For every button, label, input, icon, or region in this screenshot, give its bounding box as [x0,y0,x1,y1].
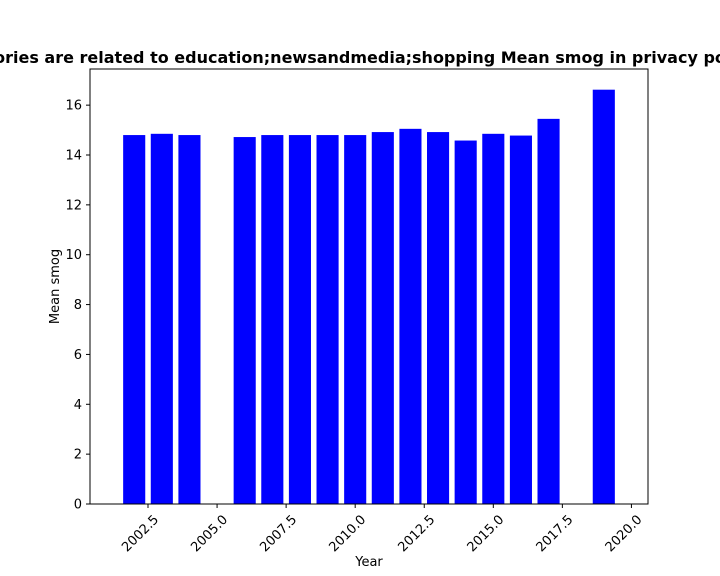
bar-2017 [537,118,560,505]
x-tick-label: 2007.5 [257,512,300,555]
bar-2011 [371,132,394,504]
x-tick-label: 2015.0 [465,512,508,555]
y-tick-label: 6 [74,348,82,363]
y-tick-label: 16 [65,99,82,114]
x-tick-label: 2002.5 [119,512,162,555]
bar-2009 [316,135,339,504]
y-tick-label: 14 [65,149,82,164]
bar-2012 [399,128,422,504]
bar-2016 [509,135,532,504]
x-axis-label: Year [354,555,383,570]
y-tick-label: 0 [74,498,82,513]
bar-2002 [123,135,146,504]
x-tick-label: 2005.0 [188,512,231,555]
y-tick-label: 12 [65,198,82,213]
bar-2015 [482,133,505,504]
y-axis-label: Mean smog [48,249,63,324]
bar-2006 [233,137,256,505]
plot-frame [89,68,649,505]
bar-2008 [288,135,311,504]
bars-layer [123,89,615,505]
x-tick-label: 2010.0 [326,512,369,555]
bar-2010 [344,135,367,504]
x-tick-label: 2012.5 [396,512,439,555]
bar-2014 [454,140,477,505]
bar-2004 [178,135,201,504]
chart-title: ories are related to education;newsandme… [0,48,720,67]
x-tick-label: 2017.5 [534,512,577,555]
bar-2007 [261,135,284,504]
x-tick-label: 2020.0 [603,512,646,555]
bar-2019 [592,89,615,504]
y-tick-label: 8 [74,298,82,313]
y-tick-label: 10 [65,248,82,263]
y-tick-label: 4 [74,398,82,413]
y-tick-label: 2 [74,448,82,463]
bar-2003 [150,133,173,504]
bar-2013 [427,132,450,504]
